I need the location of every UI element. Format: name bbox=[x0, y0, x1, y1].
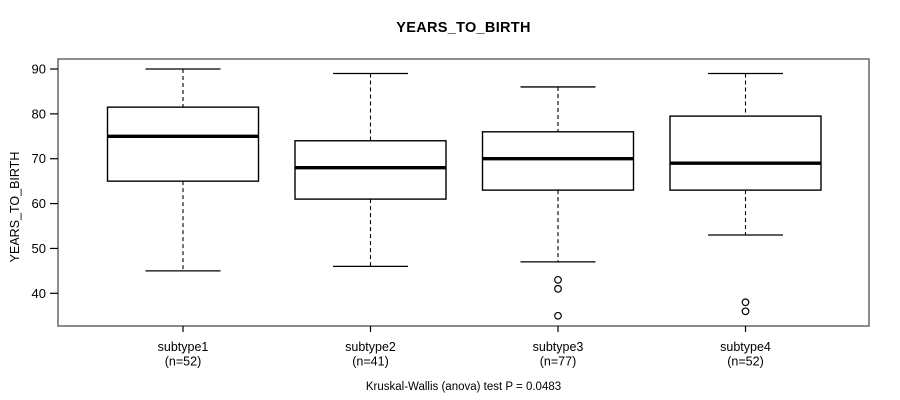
plot-frame bbox=[57, 58, 870, 327]
y-axis-tick-label: 40 bbox=[32, 286, 46, 301]
x-category-sublabel: (n=77) bbox=[540, 355, 576, 369]
y-axis-tick-label: 80 bbox=[32, 106, 46, 121]
x-category-label: subtype4 bbox=[720, 340, 771, 354]
boxplot-group-subtype1: subtype1(n=52) bbox=[106, 68, 260, 369]
x-category-label: subtype1 bbox=[158, 340, 209, 354]
outlier-point bbox=[554, 311, 562, 320]
iqr-box bbox=[106, 106, 260, 182]
iqr-box bbox=[669, 115, 822, 191]
chart-title: YEARS_TO_BIRTH bbox=[396, 20, 531, 36]
x-category-label: subtype3 bbox=[533, 340, 584, 354]
x-category-label: subtype2 bbox=[345, 340, 396, 354]
y-axis-tick-label: 50 bbox=[32, 241, 46, 256]
y-axis-tick-label: 90 bbox=[32, 62, 46, 77]
outlier-point bbox=[741, 307, 750, 316]
x-category-sublabel: (n=52) bbox=[727, 355, 763, 369]
iqr-box bbox=[294, 140, 447, 200]
outlier-point bbox=[741, 298, 750, 307]
y-axis-tick-label: 70 bbox=[32, 151, 46, 166]
x-category-sublabel: (n=41) bbox=[352, 355, 388, 369]
outlier-point bbox=[554, 275, 562, 284]
boxplot-group-subtype2: subtype2(n=41) bbox=[294, 72, 447, 369]
boxplot-group-subtype4: subtype4(n=52) bbox=[669, 72, 822, 369]
y-axis-tick-label: 60 bbox=[32, 196, 46, 211]
x-category-sublabel: (n=52) bbox=[165, 355, 201, 369]
iqr-box bbox=[481, 131, 635, 191]
boxplot-group-subtype3: subtype3(n=77) bbox=[481, 86, 635, 369]
outlier-point bbox=[554, 284, 562, 293]
stat-test-annotation: Kruskal-Wallis (anova) test P = 0.0483 bbox=[365, 381, 562, 393]
